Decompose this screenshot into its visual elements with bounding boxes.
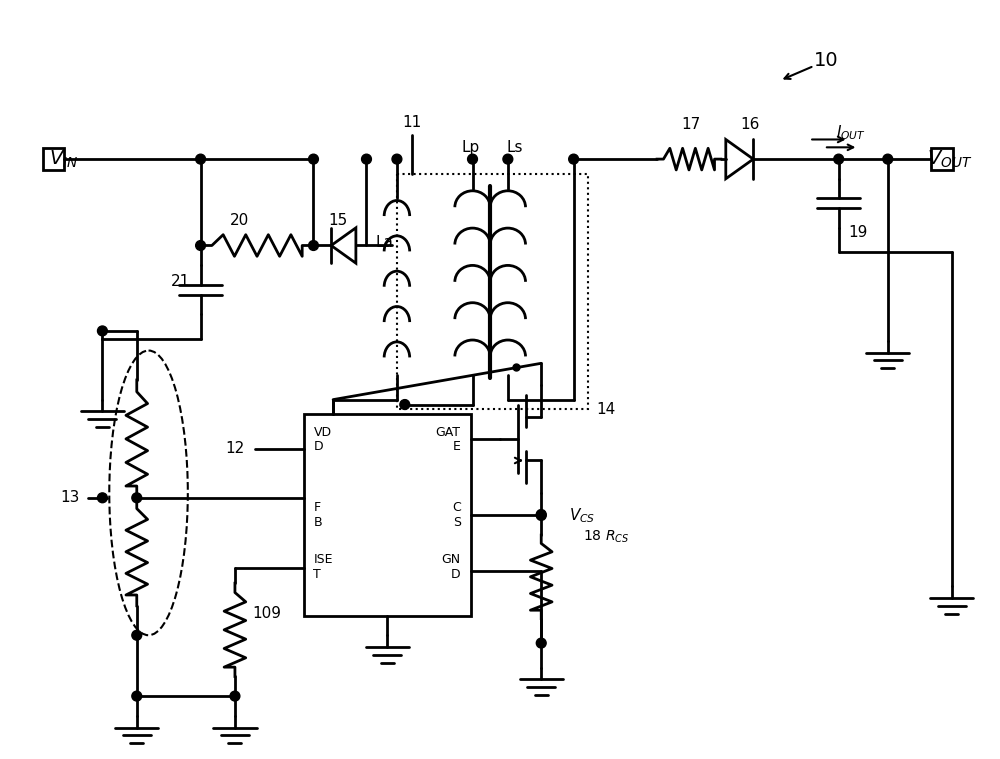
Text: 20: 20 (230, 213, 249, 228)
Text: C: C (452, 501, 461, 514)
Circle shape (834, 154, 844, 164)
Text: 17: 17 (682, 117, 701, 132)
Circle shape (309, 154, 318, 164)
Bar (304, 414, 471, 616)
Bar (397, 174, 588, 409)
Circle shape (392, 154, 402, 164)
Circle shape (883, 154, 893, 164)
Text: La: La (375, 235, 393, 250)
Text: Lp: Lp (461, 140, 480, 155)
Text: Ls: Ls (506, 140, 523, 155)
Polygon shape (331, 228, 356, 263)
Text: 11: 11 (402, 115, 421, 131)
Text: F: F (313, 501, 321, 514)
Circle shape (400, 400, 410, 409)
Text: D: D (451, 568, 461, 581)
Text: 19: 19 (849, 225, 868, 241)
Text: T: T (313, 568, 321, 581)
Circle shape (536, 509, 546, 519)
Text: 14: 14 (596, 402, 615, 417)
Circle shape (196, 241, 205, 250)
Text: VD: VD (313, 426, 332, 439)
Text: 12: 12 (226, 441, 245, 456)
Text: B: B (313, 516, 322, 529)
Text: 18 $R_{CS}$: 18 $R_{CS}$ (583, 529, 630, 545)
Circle shape (468, 154, 477, 164)
Circle shape (98, 326, 107, 335)
Bar (931, 148, 953, 170)
Circle shape (132, 493, 142, 502)
Text: GN: GN (442, 553, 461, 566)
Circle shape (503, 154, 513, 164)
Text: 16: 16 (741, 117, 760, 132)
Text: 15: 15 (328, 213, 347, 228)
Text: $V_{CS}$: $V_{CS}$ (569, 506, 595, 524)
Text: ISE: ISE (313, 553, 333, 566)
Text: 10: 10 (814, 52, 839, 71)
Circle shape (98, 493, 107, 502)
Circle shape (132, 630, 142, 640)
Polygon shape (726, 140, 753, 178)
Circle shape (196, 154, 205, 164)
Text: S: S (453, 516, 461, 529)
Text: 21: 21 (171, 274, 190, 289)
Bar (43, 148, 64, 170)
Circle shape (230, 691, 240, 701)
Circle shape (536, 638, 546, 648)
Text: $I_{OUT}$: $I_{OUT}$ (836, 123, 866, 142)
Text: E: E (453, 440, 461, 453)
Text: GAT: GAT (436, 426, 461, 439)
Circle shape (132, 691, 142, 701)
Text: $V_{OUT}$: $V_{OUT}$ (927, 149, 972, 170)
Text: $V_{IN}$: $V_{IN}$ (49, 149, 78, 170)
Circle shape (362, 154, 371, 164)
Circle shape (309, 241, 318, 250)
Text: 13: 13 (60, 490, 80, 505)
Circle shape (536, 511, 546, 521)
Text: 109: 109 (253, 606, 282, 621)
Text: D: D (313, 440, 323, 453)
Circle shape (569, 154, 579, 164)
